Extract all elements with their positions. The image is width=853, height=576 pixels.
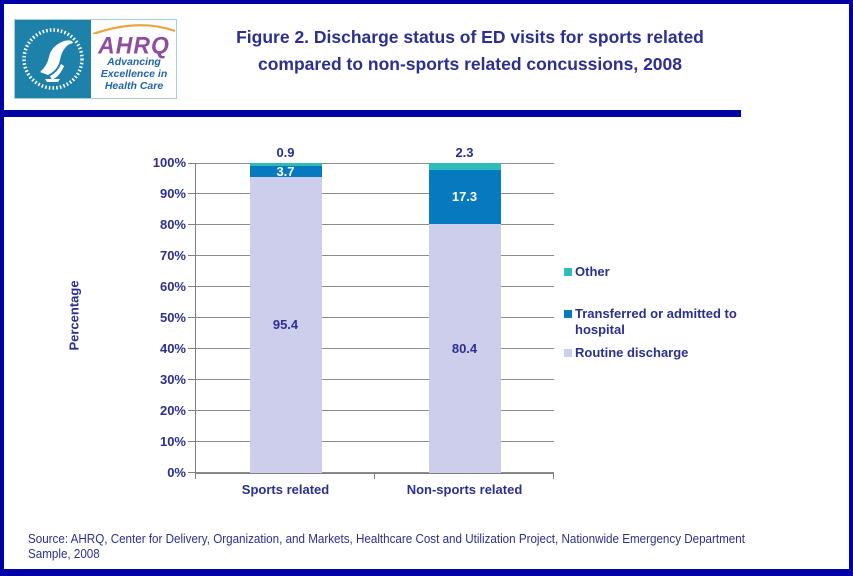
ahrq-tagline-line1: Advancing xyxy=(107,56,161,68)
y-axis-tick-label: 50% xyxy=(159,310,186,325)
header-divider xyxy=(4,110,741,117)
gridline xyxy=(188,224,554,225)
hhs-eagle-icon xyxy=(22,28,84,90)
y-axis-tick-label: 80% xyxy=(159,217,186,232)
y-axis-tick-label: 0% xyxy=(167,465,186,480)
gridline xyxy=(188,410,554,411)
ahrq-tagline-line3: Health Care xyxy=(104,80,164,92)
hhs-seal-icon: Department of Health & Human Services US… xyxy=(15,20,91,98)
bar-segment-0 xyxy=(249,177,322,473)
gridline xyxy=(188,348,554,349)
bar-value-label: 3.7 xyxy=(276,163,295,179)
legend-label-other: Other xyxy=(575,264,610,279)
plot-area: 95.4 3.7 0.9 Sports related 80.4 17.3 2.3 Non-s… xyxy=(188,145,554,497)
legend-label-routine: Routine discharge xyxy=(575,345,689,360)
source-line2: Sample, 2008 xyxy=(28,547,100,561)
legend-label-transferred: Transferred or admitted to hospital xyxy=(575,306,737,337)
source-note: Source: AHRQ, Center for Delivery, Organ… xyxy=(28,532,781,562)
ahrq-logo: Department of Health & Human Services US… xyxy=(14,19,177,99)
bar-value-label: 2.3 xyxy=(455,145,474,160)
bar-value-label: 0.9 xyxy=(276,145,295,160)
gridline xyxy=(188,286,554,287)
legend: Other Transferred or admitted to hospita… xyxy=(564,264,769,361)
figure-title-line1: Figure 2. Discharge status of ED visits … xyxy=(236,27,704,47)
legend-swatch-transferred-icon xyxy=(564,310,572,318)
y-axis-tick-label: 40% xyxy=(159,341,186,356)
ahrq-tagline-line2: Excellence in xyxy=(100,68,168,80)
bar-value-label: 17.3 xyxy=(451,189,478,205)
y-axis-tick-label: 10% xyxy=(159,434,186,449)
ahrq-acronym: AHRQ xyxy=(98,31,170,59)
figure-title: Figure 2. Discharge status of ED visits … xyxy=(190,24,750,78)
legend-item-other: Other xyxy=(564,264,769,280)
x-axis-tick xyxy=(553,473,554,479)
legend-item-routine: Routine discharge xyxy=(564,345,769,361)
source-line1: Source: AHRQ, Center for Delivery, Organ… xyxy=(28,532,745,546)
x-axis-tick xyxy=(195,473,196,479)
gridline xyxy=(188,472,554,473)
y-axis-tick-label: 90% xyxy=(159,186,186,201)
bar-segment-1 xyxy=(428,170,501,224)
gridline xyxy=(188,379,554,380)
x-axis-tick xyxy=(374,473,375,479)
x-axis-category-label: Sports related xyxy=(241,482,330,497)
y-axis-tick-label: 20% xyxy=(159,403,186,418)
bar-value-label: 80.4 xyxy=(451,340,478,356)
y-axis-title: Percentage xyxy=(66,280,82,351)
y-axis-tick-label: 100% xyxy=(152,155,186,170)
ahrq-logo-text: AHRQ Advancing Excellence in Health Care xyxy=(91,20,177,98)
figure-title-line2: compared to non-sports related concussio… xyxy=(258,54,682,74)
gridline xyxy=(188,255,554,256)
gridline xyxy=(188,163,554,164)
gridline xyxy=(188,317,554,318)
ahrq-arc-icon xyxy=(92,24,176,34)
legend-item-transferred: Transferred or admitted to hospital xyxy=(564,306,769,338)
legend-swatch-other-icon xyxy=(564,268,572,276)
gridline xyxy=(188,441,554,442)
y-axis-tick-label: 30% xyxy=(159,372,186,387)
y-axis-tick-label: 70% xyxy=(159,248,186,263)
y-axis-tick-label: 60% xyxy=(159,279,186,294)
y-axis-labels: 0% 10% 20% 30% 40% 50% 60% 70% 80% 90% 100% xyxy=(104,155,186,480)
bar-value-label: 95.4 xyxy=(272,317,299,333)
x-axis-category-label: Non-sports related xyxy=(406,482,523,497)
legend-swatch-routine-icon xyxy=(564,349,572,357)
gridline xyxy=(188,193,554,194)
bar-segment-2 xyxy=(428,163,501,171)
bar-segment-0 xyxy=(428,223,501,473)
bar-segment-1 xyxy=(249,165,322,178)
bar-segment-2 xyxy=(249,163,322,166)
